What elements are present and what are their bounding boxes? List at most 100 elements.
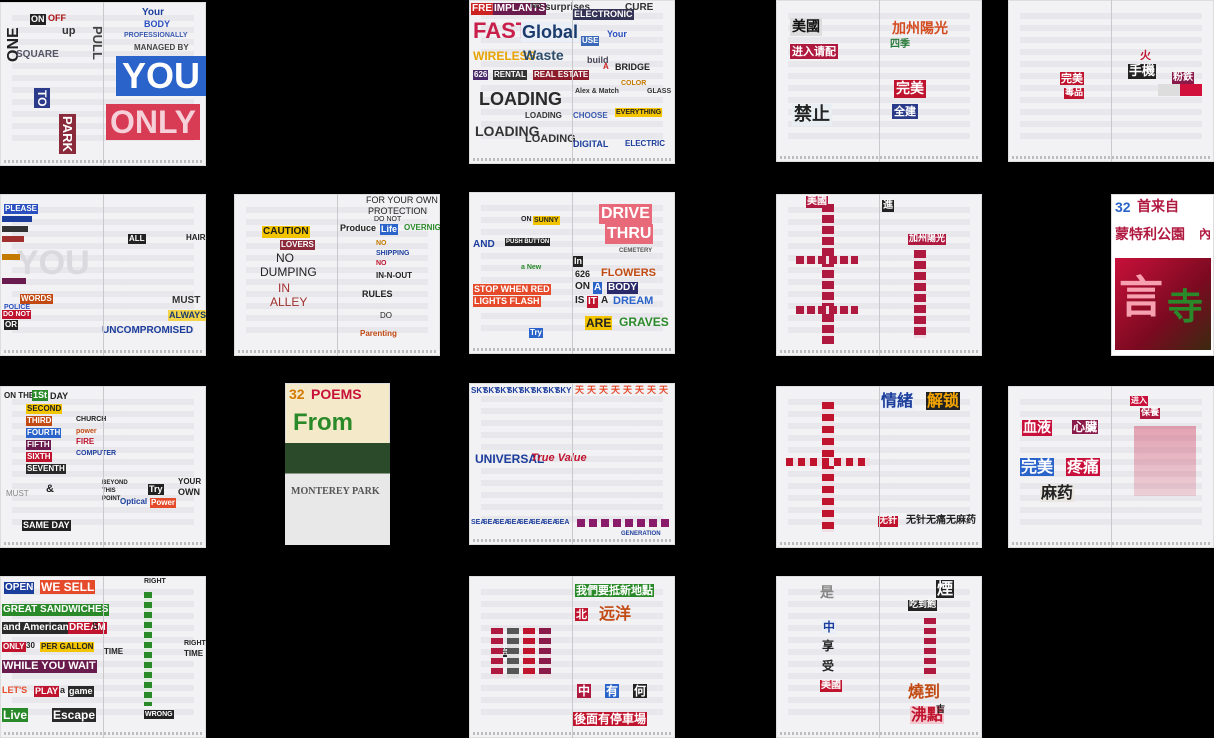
zine-word: DO NOT — [2, 310, 32, 319]
zine-word: SKY — [507, 386, 524, 395]
zine-spread-7[interactable]: ON SUNNY AND PUSH BUTTON a New STOP WHEN… — [469, 192, 675, 354]
zine-word: SIXTH — [26, 452, 52, 462]
zine-word: 全建 — [892, 104, 918, 119]
zine-word: SEVENTH — [26, 464, 66, 474]
zine-word: UNIVERSAL — [475, 452, 545, 466]
zine-word: RIGHT — [184, 640, 206, 647]
zine-spread-4[interactable]: 完美 手機 火 粉鉄 毒品 — [1008, 0, 1214, 162]
zine-word: DAY — [50, 391, 69, 401]
zine-word: ALWAYS — [168, 310, 206, 321]
zine-spread-6[interactable]: CAUTION LOVERS NO DUMPING IN ALLEY FOR Y… — [234, 194, 440, 356]
zine-spread-1[interactable]: ONE ON OFF up PULL TO SQUARE PARK Your B… — [0, 2, 206, 166]
zine-word: 无针无痛无麻药 — [906, 515, 976, 526]
zine-word: NO — [531, 3, 542, 10]
zine-word: Life — [380, 224, 399, 235]
zine-word: 蒙特利公園 — [1115, 227, 1185, 243]
zine-spread-10[interactable]: ON THE 1St DAY SECOND THIRD FOURTH FIFTH… — [0, 386, 206, 548]
cover-photo — [1115, 258, 1211, 350]
collage-strip — [2, 216, 32, 222]
zine-word: CHOOSE — [573, 111, 608, 120]
zine-word: 远洋 — [599, 604, 632, 623]
zine-word: 完美 — [1060, 72, 1084, 85]
zine-word: 完美 — [1020, 457, 1055, 476]
zine-word: POINT — [102, 496, 121, 502]
zine-word: MUST — [172, 295, 201, 306]
zine-word: GLASS — [647, 88, 672, 95]
zine-word: 火 — [1140, 49, 1151, 62]
zine-word: 保養 — [1140, 408, 1161, 419]
zine-word: A — [601, 295, 609, 306]
zine-spread-14[interactable]: 血液 心臟 完美 疼痛 麻药 进入 保養 — [1008, 386, 1214, 548]
zine-spread-2[interactable]: FREE IMPLANTS NO surprises ELECTRONIC CU… — [469, 0, 675, 164]
zine-word: LOADING — [525, 133, 576, 145]
zine-word: SKY — [555, 386, 572, 395]
zine-word: WHILE YOU WAIT — [2, 660, 97, 673]
zine-word: SEA — [483, 519, 498, 526]
zine-word: 心臟 — [1072, 420, 1099, 434]
zine-spread-12[interactable]: SKY SKY SKY SKY SKY SKY SKY SKY 天 天 天 天 … — [469, 383, 675, 545]
zine-word: PER GALLON — [40, 642, 95, 652]
zine-word: 加州陽光 — [892, 21, 948, 37]
zine-cover-32[interactable]: 32 首来自 蒙特利公園 內 言 寺 — [1111, 194, 1214, 356]
zine-word: LOADING — [475, 123, 540, 139]
zine-cover-32-poems[interactable]: 32 POEMS From MONTEREY PARK — [285, 383, 390, 545]
zine-word: OFF — [48, 13, 66, 23]
zine-word: Waste — [523, 47, 564, 63]
zine-word: SAME DAY — [22, 520, 71, 531]
zine-word: 沸點 — [910, 705, 945, 724]
zine-word: 626 — [575, 269, 591, 279]
collage-column — [796, 306, 858, 314]
zine-word: ON — [30, 14, 46, 25]
zine-word: ONLY — [106, 104, 200, 140]
zine-word: EVERYTHING — [615, 108, 663, 117]
zine-word: 煙 — [936, 579, 955, 598]
zine-spread-13[interactable]: 情緒 解锁 无针 无针无痛无麻药 — [776, 386, 982, 548]
collage-block — [539, 628, 551, 678]
zine-word: RIGHT — [144, 578, 166, 585]
zine-word: Alex & Match — [575, 88, 619, 95]
zine-word: 手機 — [1128, 64, 1157, 79]
zine-word: FLOWERS — [601, 267, 656, 279]
zine-word: YOUR — [178, 477, 202, 486]
zine-word: SHIPPING — [376, 250, 410, 257]
zine-word: PARK — [59, 114, 76, 154]
zine-word: S — [92, 621, 99, 632]
zine-word: 毒品 — [1064, 88, 1085, 99]
page-footer — [1012, 542, 1210, 545]
zine-word: 四季 — [890, 39, 910, 50]
zine-spread-3[interactable]: 美國 进入请配 禁止 加州陽光 四季 完美 全建 — [776, 0, 982, 162]
zine-word: RULES — [362, 289, 393, 299]
zine-word: GRAVES — [619, 315, 669, 329]
zine-spread-15[interactable]: OPEN WE SELL GREAT SANDWICHES and Americ… — [0, 576, 206, 738]
zine-word: build — [587, 55, 609, 65]
zine-word: LOADING — [525, 111, 562, 120]
zine-word: 美國 — [790, 18, 822, 36]
zine-word: SEA — [555, 519, 570, 526]
zine-word: TIME — [184, 649, 204, 658]
zine-word: ALLEY — [270, 295, 308, 309]
zine-spread-16[interactable]: 我們要抵新地點 北 远洋 开启 中 有 何 後面有停車場 — [469, 576, 675, 738]
zine-word: SKY — [471, 386, 488, 395]
collage-column — [144, 592, 152, 706]
zine-word: THRU — [605, 224, 654, 244]
zine-word: YOU — [116, 56, 206, 96]
zine-spread-5[interactable]: PLEASE YOU ALL HAIR MUST ALWAYS UNCOMPRO… — [0, 194, 206, 356]
zine-word: SQUARE — [16, 49, 59, 60]
collage-column — [822, 204, 834, 344]
zine-word: ON — [521, 216, 532, 223]
zine-word: Live — [2, 708, 29, 722]
zine-word: 有 — [605, 684, 620, 698]
zine-word: POLICE — [4, 304, 31, 311]
collage-strip — [577, 519, 669, 527]
zine-word: GENERATION — [621, 531, 661, 537]
zine-word: 言 — [1119, 272, 1163, 323]
zine-word: FIFTH — [26, 440, 51, 450]
zine-word: Produce — [340, 223, 377, 233]
page-footer — [473, 732, 671, 735]
zine-spread-17[interactable]: 是 煙 吃到飽 中 享 受 美國 燒到 沸點 吉 — [776, 576, 982, 738]
zine-word: PULL — [90, 26, 105, 60]
zine-word: 天 — [611, 386, 621, 396]
zine-spread-8[interactable]: 美國 進 加州陽光 — [776, 194, 982, 356]
zine-word: PLEASE — [4, 204, 39, 214]
zine-word: 无针 — [878, 516, 899, 527]
